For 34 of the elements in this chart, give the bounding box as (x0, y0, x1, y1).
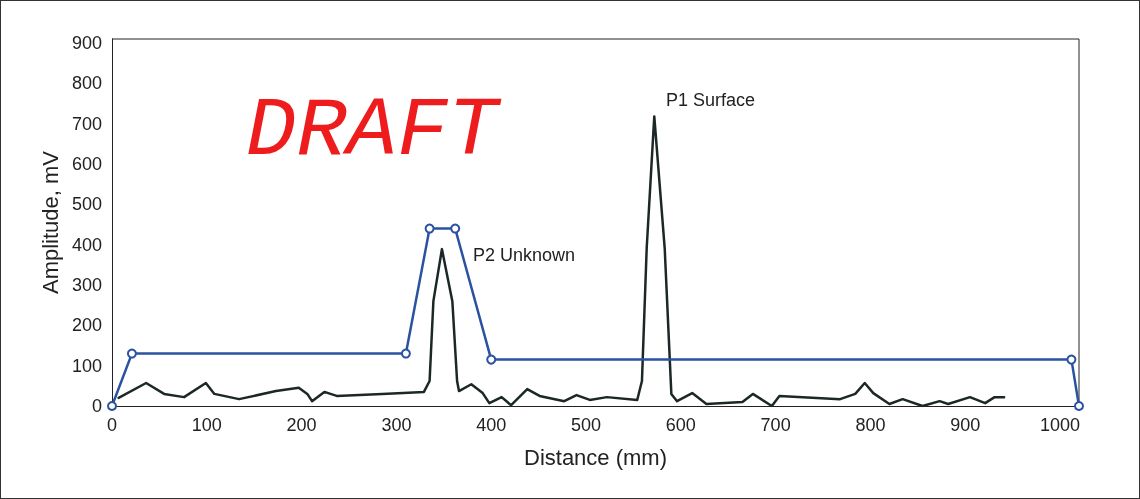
point (126, 348, 137, 359)
annotation: P2 Unknown (473, 245, 576, 265)
point (107, 401, 117, 411)
x-tick-label: 300 (381, 415, 412, 435)
x-tick-label: 0 (106, 415, 118, 435)
point (450, 223, 461, 234)
y-tick-label: 400 (71, 234, 102, 255)
x-tick-label: 400 (476, 415, 507, 435)
x-tick-label: 1000 (1040, 415, 1081, 435)
point (1066, 354, 1077, 365)
y-tick-label: 900 (71, 33, 102, 54)
y-tick-label: 200 (71, 315, 102, 336)
x-tick-label: 600 (665, 415, 696, 435)
y-tick-label: 700 (71, 113, 102, 134)
x-tick-label: 200 (286, 415, 317, 435)
point (486, 354, 497, 365)
x-tick-label: 900 (950, 415, 981, 435)
point (1074, 401, 1084, 411)
y-tick-label: 800 (71, 73, 102, 94)
point (424, 223, 435, 234)
y-tick-label: 600 (71, 154, 102, 175)
x-tick-label: 500 (571, 415, 602, 435)
point (400, 348, 411, 359)
annotation: P1 Surface (666, 90, 756, 110)
annotation: DRAFT (246, 83, 502, 179)
y-tick-label: 500 (71, 194, 102, 215)
x-tick-label: 800 (855, 415, 886, 435)
y-tick-label: 100 (71, 355, 102, 376)
x-tick-label: 100 (191, 415, 222, 435)
y-tick-label: 0 (91, 396, 102, 416)
y-axis-title: Amplitude, mV (37, 150, 63, 295)
y-tick-label: 300 (71, 275, 102, 296)
x-axis-title: Distance (mm) (523, 444, 668, 470)
x-tick-label: 700 (760, 415, 791, 435)
